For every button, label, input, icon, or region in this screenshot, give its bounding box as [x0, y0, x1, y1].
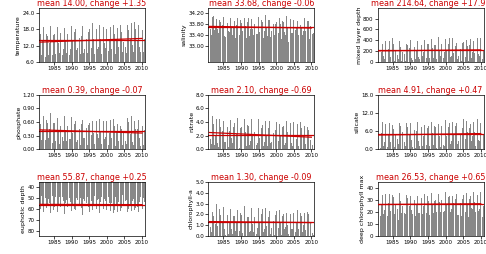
Y-axis label: nitrate: nitrate: [189, 111, 194, 133]
Title: mean 4.91, change +0.47: mean 4.91, change +0.47: [379, 86, 483, 95]
Title: mean 33.68, change -0.06: mean 33.68, change -0.06: [208, 0, 314, 8]
Y-axis label: mixed layer depth: mixed layer depth: [357, 6, 362, 64]
Y-axis label: phosphate: phosphate: [16, 105, 21, 139]
Title: mean 0.39, change -0.07: mean 0.39, change -0.07: [41, 86, 142, 95]
Y-axis label: temperature: temperature: [16, 15, 21, 55]
Y-axis label: euphotic depth: euphotic depth: [21, 185, 26, 233]
Title: mean 214.64, change +17.91: mean 214.64, change +17.91: [371, 0, 486, 8]
Y-axis label: deep chlorophyll max: deep chlorophyll max: [360, 175, 365, 243]
Title: mean 2.10, change -0.69: mean 2.10, change -0.69: [211, 86, 312, 95]
Title: mean 26.53, change +0.65: mean 26.53, change +0.65: [376, 173, 486, 182]
Title: mean 55.87, change +0.25: mean 55.87, change +0.25: [37, 173, 147, 182]
Y-axis label: salinity: salinity: [182, 24, 187, 46]
Title: mean 1.30, change -0.09: mean 1.30, change -0.09: [211, 173, 312, 182]
Y-axis label: chlorophyll-a: chlorophyll-a: [189, 188, 194, 229]
Title: mean 14.00, change +1.35: mean 14.00, change +1.35: [37, 0, 146, 8]
Y-axis label: silicate: silicate: [355, 111, 360, 133]
